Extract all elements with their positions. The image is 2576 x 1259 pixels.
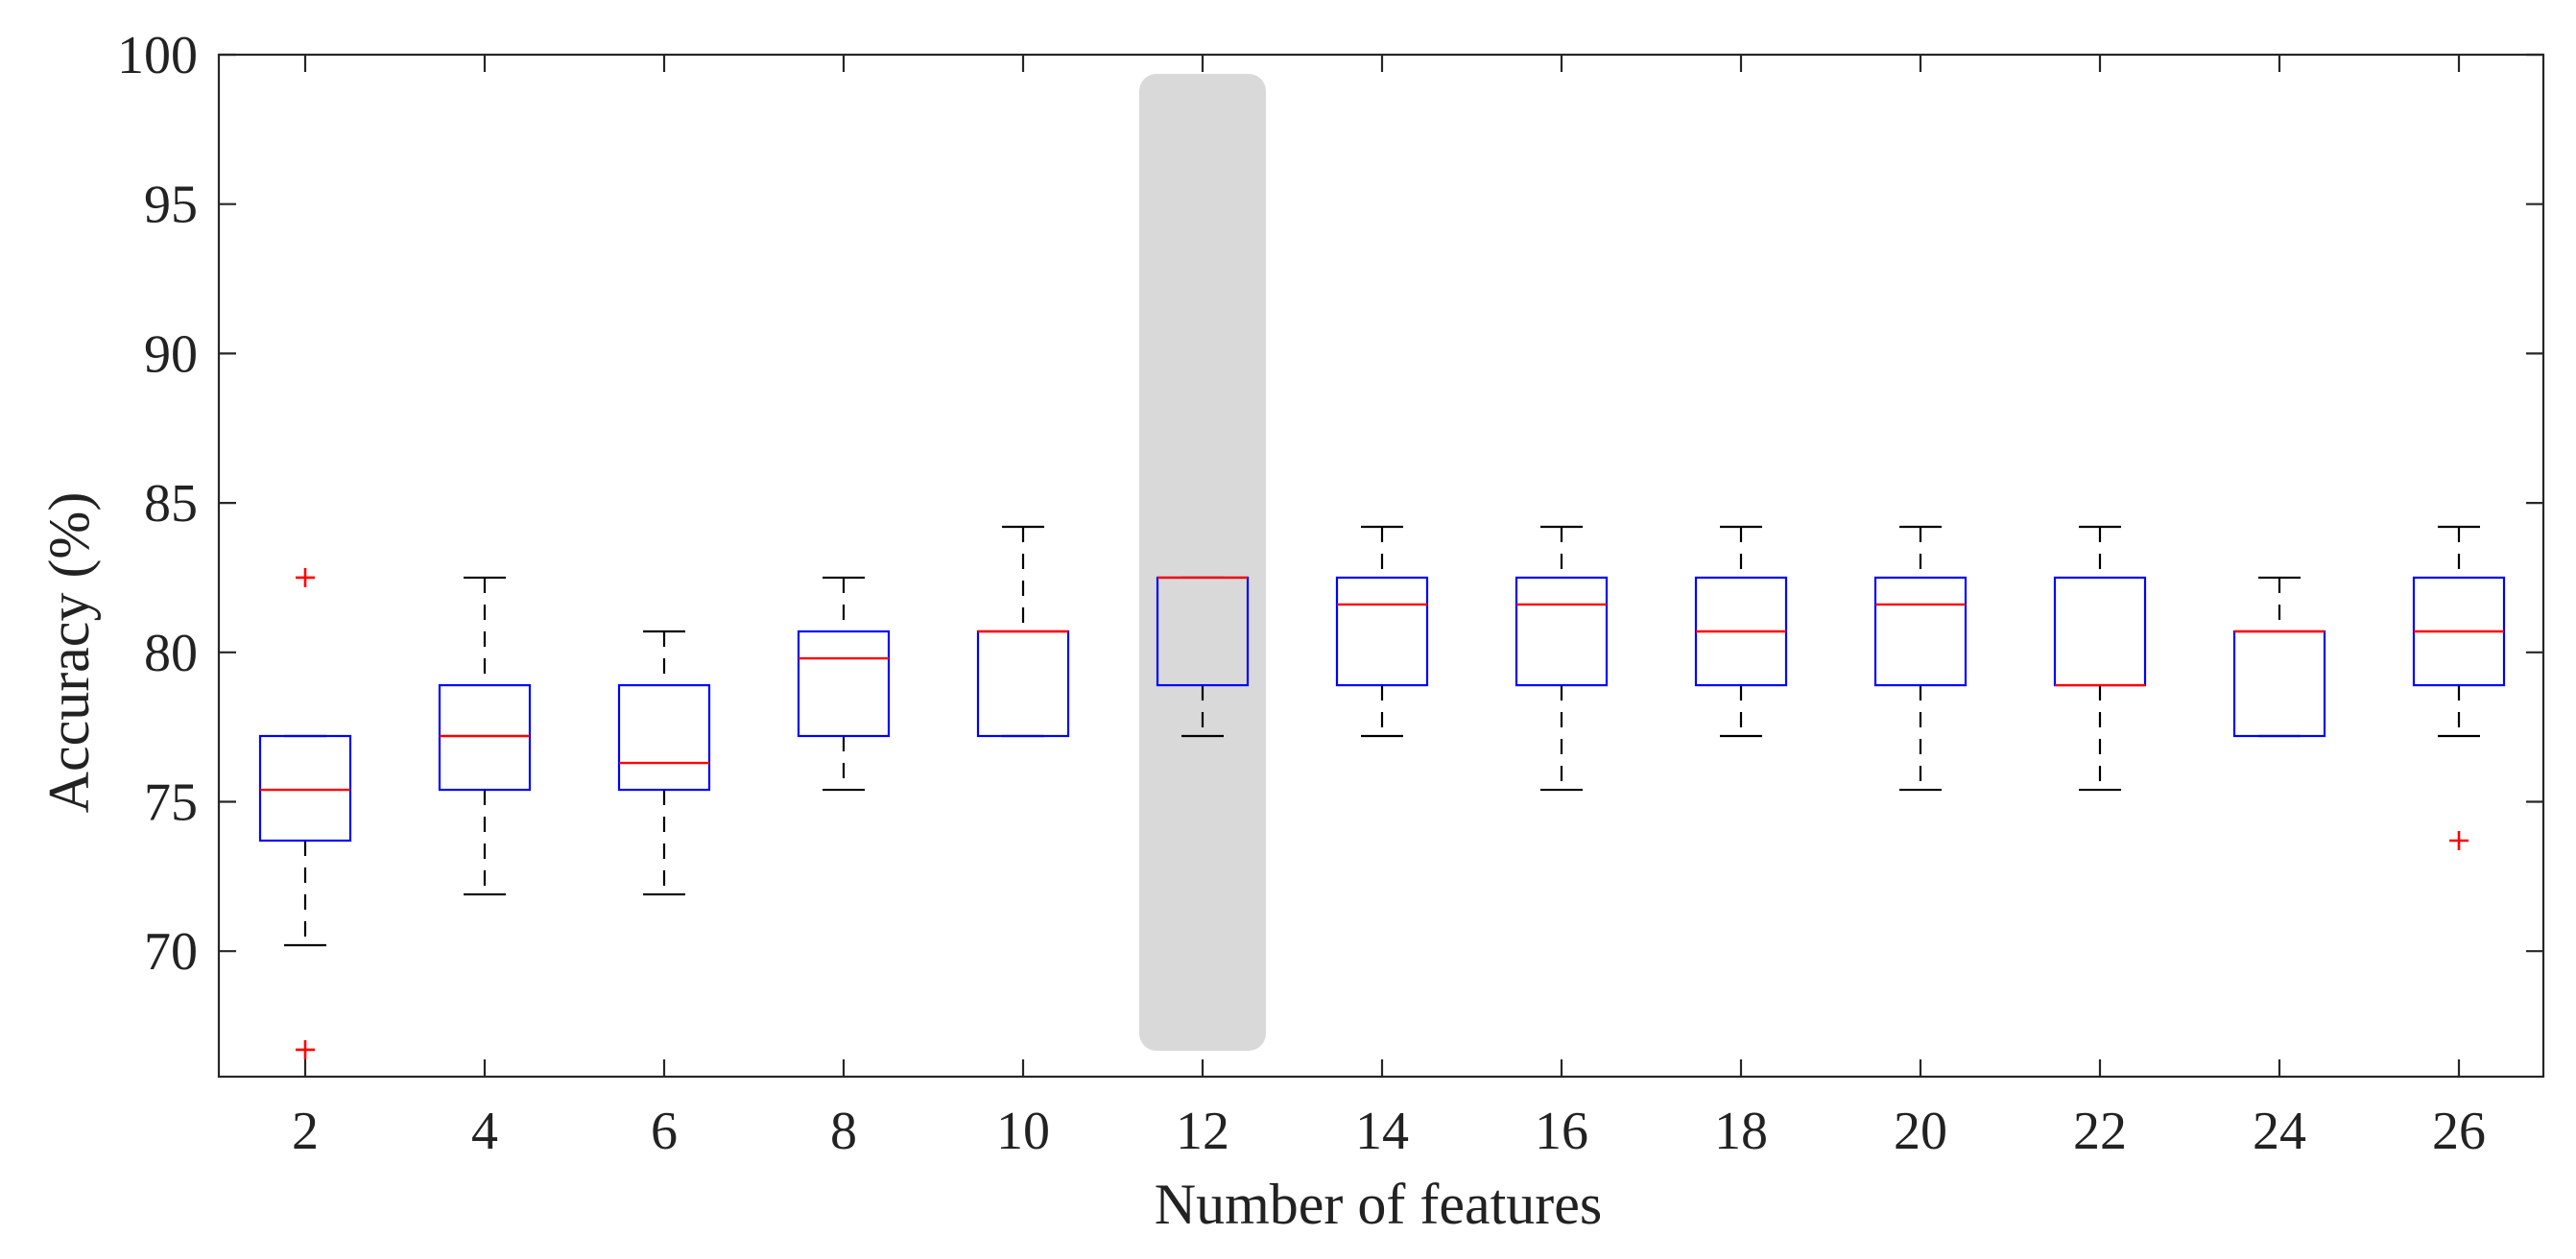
y-tick-label: 70 [144, 922, 198, 982]
x-tick-label: 24 [2253, 1102, 2306, 1161]
x-tick-label: 18 [1714, 1102, 1768, 1161]
box-iqr [438, 683, 532, 792]
box-22 [2053, 525, 2147, 792]
x-tick-label: 10 [996, 1102, 1050, 1161]
box-iqr [797, 630, 891, 738]
box-2 [258, 567, 352, 1059]
x-axis-title: Number of features [1155, 1173, 1602, 1236]
y-tick-label: 100 [117, 26, 198, 85]
box-4 [438, 576, 532, 896]
y-tick-label: 95 [144, 176, 198, 235]
x-tick-label: 4 [471, 1102, 498, 1161]
outlier-marker [2449, 830, 2469, 850]
box-14 [1335, 525, 1429, 738]
box-iqr [1873, 576, 1968, 687]
y-tick-label: 90 [144, 324, 198, 384]
outlier-marker [296, 1039, 315, 1059]
box-iqr [1515, 576, 1609, 687]
box-layer [258, 525, 2506, 1059]
highlight-band [1139, 74, 1266, 1051]
box-18 [1694, 525, 1788, 738]
box-iqr [2232, 630, 2326, 738]
box-iqr [976, 630, 1070, 738]
y-tick-label: 80 [144, 624, 198, 683]
box-10 [976, 525, 1070, 738]
outlier-marker [296, 567, 315, 587]
highlight-layer [1139, 74, 1266, 1051]
x-tick-label: 14 [1355, 1102, 1409, 1161]
box-16 [1515, 525, 1609, 792]
box-iqr [1335, 576, 1429, 687]
x-tick-label: 22 [2073, 1102, 2127, 1161]
y-tick-label: 85 [144, 474, 198, 534]
x-tick-label: 2 [292, 1102, 319, 1161]
x-tick-label: 12 [1176, 1102, 1229, 1161]
x-tick-label: 8 [830, 1102, 857, 1161]
x-tick-label: 6 [651, 1102, 678, 1161]
box-6 [617, 630, 711, 896]
x-tick-label: 26 [2432, 1102, 2486, 1161]
y-axis-title: Accuracy (%) [37, 492, 101, 814]
y-tick-label: 75 [144, 773, 198, 833]
box-iqr [258, 734, 352, 843]
box-24 [2232, 576, 2326, 738]
box-8 [797, 576, 891, 792]
box-20 [1873, 525, 1968, 792]
box-12 [1156, 576, 1250, 738]
box-26 [2412, 525, 2506, 850]
x-tick-label: 20 [1894, 1102, 1947, 1161]
box-iqr [2053, 576, 2147, 687]
x-tick-label: 16 [1535, 1102, 1588, 1161]
box-iqr [617, 683, 711, 792]
